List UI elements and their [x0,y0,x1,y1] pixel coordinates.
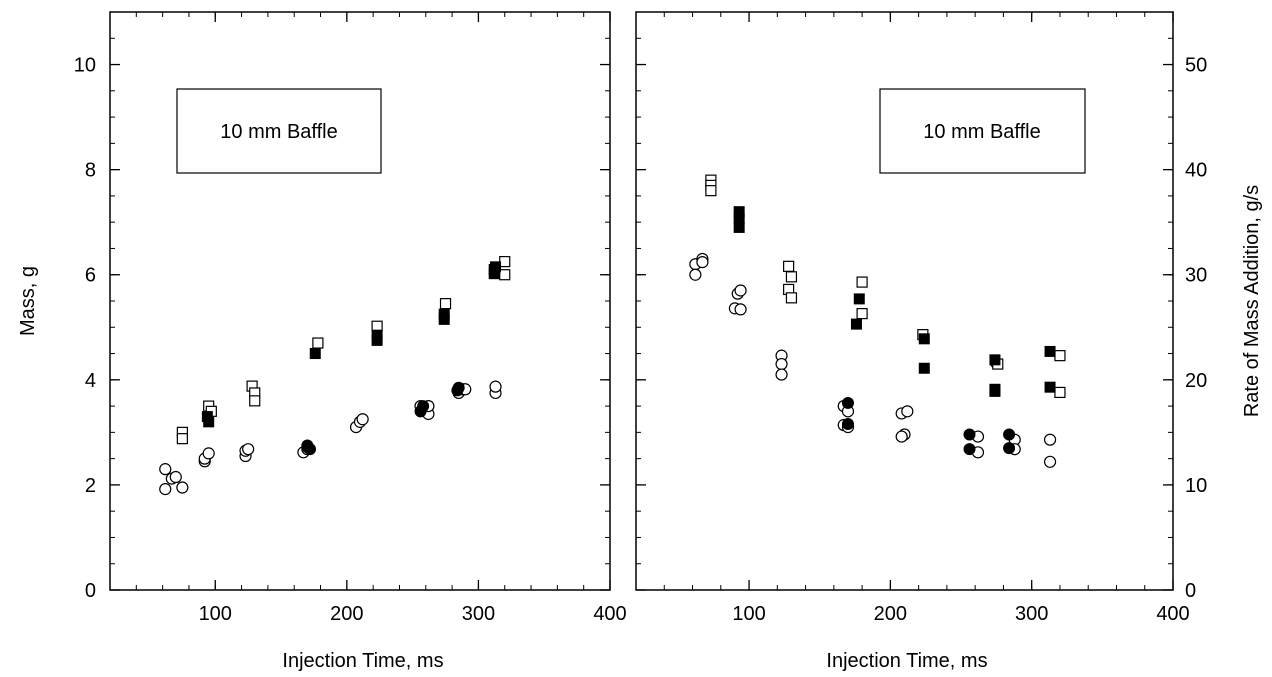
right-x-tick-label: 100 [732,603,765,625]
left-data-point-open-square [499,255,511,268]
left-data-point-open-square [439,298,452,310]
left-data-point-open-circle [242,443,255,456]
right-x-tick-label: 200 [874,603,907,625]
right-x-tick-label: 300 [1015,603,1048,625]
right-data-point-filled-square [853,293,865,305]
right-data-point-filled-square [1044,345,1056,357]
right-y-tick-label: 40 [1185,160,1207,182]
right-annotation-label: 10 mm Baffle [923,121,1040,143]
right-data-point-open-circle [734,303,747,316]
left-y-tick-label: 2 [85,475,96,497]
left-data-point-open-circle [176,481,189,494]
left-data-point-filled-circle [452,381,465,394]
right-data-point-open-circle [689,268,702,281]
right-data-point-filled-square [733,221,745,233]
left-data-point-open-square [176,433,188,445]
right-data-point-open-square [1054,350,1066,362]
left-data-point-open-circle [159,463,172,476]
right-data-point-filled-square [1044,381,1056,393]
right-data-point-open-square [856,308,868,320]
left-data-point-filled-square [490,261,502,273]
right-y-tick-label: 0 [1185,580,1196,602]
left-data-point-filled-circle [304,443,316,456]
left-data-point-open-circle [489,380,502,393]
left-tick-labels: 100 200 300 400 0 2 4 6 8 10 [74,55,627,625]
left-data-point-open-circle [159,483,172,496]
right-data-point-filled-square [989,385,1001,397]
right-y-tick-label: 20 [1185,370,1207,392]
left-annotation-box [176,88,382,174]
right-data-point-open-square [785,292,798,304]
left-data-point-open-circle [356,413,369,426]
left-x-tick-label: 400 [593,603,626,625]
left-y-tick-label: 10 [74,55,96,77]
right-data-point-filled-circle [963,443,976,456]
right-data-point-open-square [785,271,798,283]
right-annotation-box [879,88,1086,174]
right-y-axis-title: Rate of Mass Addition, g/s [1241,185,1263,417]
left-data-point-open-circle [169,470,182,484]
right-data-point-filled-circle [1003,442,1016,455]
right-data-point-filled-circle [841,396,854,409]
right-y-tick-label: 30 [1185,265,1207,287]
right-data-point-open-square [783,260,795,272]
left-data-point-filled-square [203,416,215,428]
right-data-point-open-circle [1043,455,1057,468]
left-y-tick-label: 6 [85,265,96,287]
right-data-point-open-square [1054,386,1066,399]
right-data-point-open-circle [775,368,788,381]
right-x-axis-title: Injection Time, ms [826,650,987,672]
right-data-point-filled-square [850,318,862,330]
right-data-point-filled-square [918,333,930,345]
left-x-tick-label: 300 [462,603,495,625]
right-data-point-open-circle [901,405,914,418]
right-data-point-filled-square [918,362,930,374]
right-data-point-filled-square [989,354,1001,366]
right-ticks [636,12,1174,591]
right-data-point-open-circle [895,430,908,443]
left-data-point-open-square [499,269,511,281]
left-ticks [110,12,611,591]
left-panel: 100 200 300 400 0 2 4 6 8 10 10 mm Baffle Injecti… [17,11,627,672]
left-y-tick-label: 0 [85,580,96,602]
right-x-tick-label: 400 [1156,603,1189,625]
right-data-point-open-square [705,185,717,197]
right-data-point-filled-circle [963,428,976,441]
left-data-point-filled-square [371,329,383,341]
right-marks [689,174,1066,468]
left-data-point-filled-circle [417,400,430,413]
left-data-point-filled-square [309,348,321,360]
right-data-point-open-circle [734,284,747,297]
left-data-point-open-square [249,395,261,407]
right-data-point-open-circle [775,357,788,371]
right-y-tick-label: 10 [1185,475,1207,497]
left-y-tick-label: 4 [85,370,96,392]
left-data-point-open-square [312,337,324,349]
right-data-point-open-circle [1043,433,1057,446]
right-data-point-open-circle [696,256,709,269]
left-data-point-filled-square [438,308,450,320]
right-data-point-filled-circle [841,417,854,430]
left-x-axis-title: Injection Time, ms [282,650,443,672]
right-data-point-open-square [856,276,868,288]
left-x-tick-label: 100 [199,603,232,625]
left-data-point-open-circle [202,447,215,460]
left-annotation-label: 10 mm Baffle [220,121,337,143]
right-y-tick-label: 50 [1185,55,1207,77]
right-data-point-filled-circle [1003,428,1016,441]
left-x-tick-label: 200 [330,603,363,625]
left-y-axis-title: Mass, g [17,266,39,336]
left-y-tick-label: 8 [85,160,96,182]
left-marks [159,255,511,496]
